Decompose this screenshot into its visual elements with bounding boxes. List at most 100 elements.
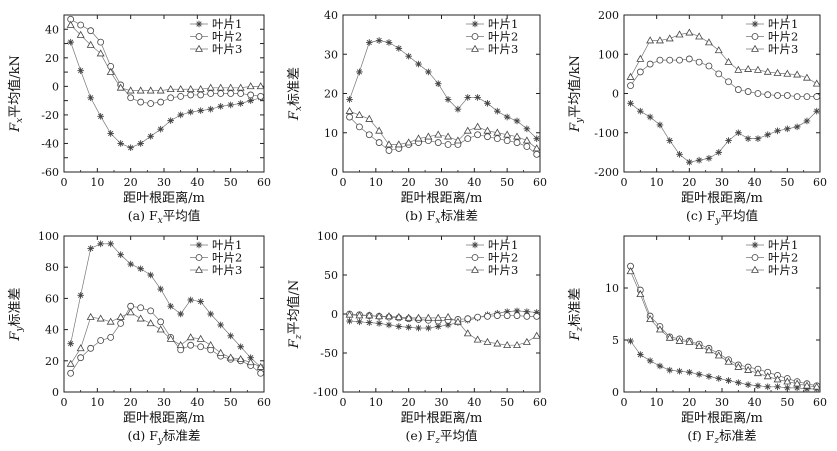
data-point — [744, 365, 753, 373]
data-point — [237, 343, 244, 351]
legend-marker — [195, 20, 203, 28]
data-point — [434, 323, 442, 330]
x-tick-label: 40 — [748, 176, 762, 189]
x-tick-label: 50 — [500, 396, 514, 409]
legend-marker — [471, 241, 479, 249]
data-point — [803, 93, 811, 101]
data-point — [812, 79, 821, 87]
legend-label: 叶片2 — [488, 30, 518, 44]
legend-label: 叶片2 — [212, 251, 242, 265]
chart-panel-a: 0 10 20 30 40 50 60-60-40-2002040距叶根距离/mFx平均值/… — [7, 14, 271, 226]
data-point — [444, 141, 452, 148]
data-point — [77, 354, 85, 362]
data-point — [813, 107, 821, 115]
panel-caption: (e) Fz平均值 — [405, 428, 477, 446]
data-point — [676, 56, 683, 64]
data-point — [237, 100, 244, 107]
data-point — [127, 260, 134, 268]
data-point — [675, 30, 684, 38]
legend-label: 叶片1 — [212, 17, 242, 31]
data-point — [384, 312, 393, 320]
data-point — [685, 55, 693, 63]
series-2 — [627, 55, 821, 101]
data-point — [177, 111, 184, 119]
x-tick-label: 20 — [402, 396, 416, 409]
data-point — [147, 133, 154, 140]
caption-suffix: 标准差 — [719, 428, 757, 443]
y-axis-label-prefix: F — [287, 338, 302, 349]
data-point — [444, 132, 453, 140]
data-point — [735, 129, 742, 137]
x-tick-label: 50 — [224, 176, 238, 189]
legend-marker — [195, 241, 203, 249]
data-point — [503, 340, 512, 349]
caption-prefix: (f) F — [687, 428, 714, 443]
legend-label: 叶片2 — [768, 251, 798, 265]
data-point — [444, 321, 452, 329]
data-point — [87, 27, 95, 35]
data-point — [207, 310, 214, 318]
data-point — [627, 337, 634, 345]
data-point — [714, 46, 723, 54]
caption-sub: z — [713, 436, 719, 446]
data-point — [715, 149, 723, 156]
y-tick-label: -40 — [41, 137, 59, 150]
data-point — [686, 158, 693, 166]
series-3 — [345, 106, 541, 152]
series-1 — [67, 38, 264, 152]
x-tick-label: 40 — [190, 176, 204, 189]
data-point — [197, 298, 204, 305]
y-tick-label: 10 — [324, 127, 338, 140]
series-3 — [626, 267, 821, 390]
x-tick-label: 20 — [124, 396, 138, 409]
data-point — [207, 105, 214, 113]
data-point — [176, 85, 185, 93]
data-point — [226, 83, 235, 91]
legend-marker — [471, 44, 479, 52]
data-point — [627, 82, 634, 90]
data-point — [444, 312, 453, 320]
x-tick-label: 40 — [748, 396, 762, 409]
data-point — [812, 382, 821, 390]
data-point — [365, 114, 374, 122]
legend-label: 叶片3 — [768, 42, 798, 56]
data-point — [665, 333, 674, 341]
x-tick-label: 0 — [621, 176, 628, 189]
data-point — [513, 340, 522, 349]
data-point — [67, 340, 74, 347]
data-point — [236, 83, 245, 91]
data-point — [186, 85, 195, 93]
caption-sub: x — [435, 216, 440, 226]
y-tick-label: -50 — [320, 347, 338, 360]
y-axis-label: Fy标准差 — [8, 287, 25, 341]
data-point — [425, 68, 432, 76]
data-point — [97, 113, 104, 120]
data-point — [187, 341, 195, 349]
data-point — [453, 317, 462, 325]
data-point — [744, 135, 752, 142]
legend-label: 叶片3 — [212, 42, 242, 56]
data-point — [117, 251, 124, 259]
data-point — [216, 348, 225, 356]
y-tick-label: 50 — [324, 269, 338, 282]
data-point — [695, 58, 703, 66]
data-point — [77, 67, 84, 74]
legend-label: 叶片2 — [768, 30, 798, 44]
data-point — [714, 351, 723, 359]
x-tick-label: 50 — [500, 176, 514, 189]
data-point — [414, 134, 423, 142]
x-tick-label: 60 — [813, 176, 827, 189]
chart-panel-e: 0 10 20 30 40 50 60-100-50050100距叶根距离/mFz平均值/N… — [286, 230, 547, 446]
series-1 — [346, 37, 541, 142]
y-tick-label: -200 — [594, 166, 619, 179]
data-point — [533, 309, 541, 316]
y-tick-label: 0 — [52, 80, 59, 93]
series-3 — [345, 310, 541, 349]
data-point — [637, 351, 644, 358]
x-axis-label: 距叶根距离/m — [123, 410, 205, 426]
data-point — [96, 49, 105, 57]
data-point — [793, 123, 801, 131]
data-point — [226, 353, 235, 361]
